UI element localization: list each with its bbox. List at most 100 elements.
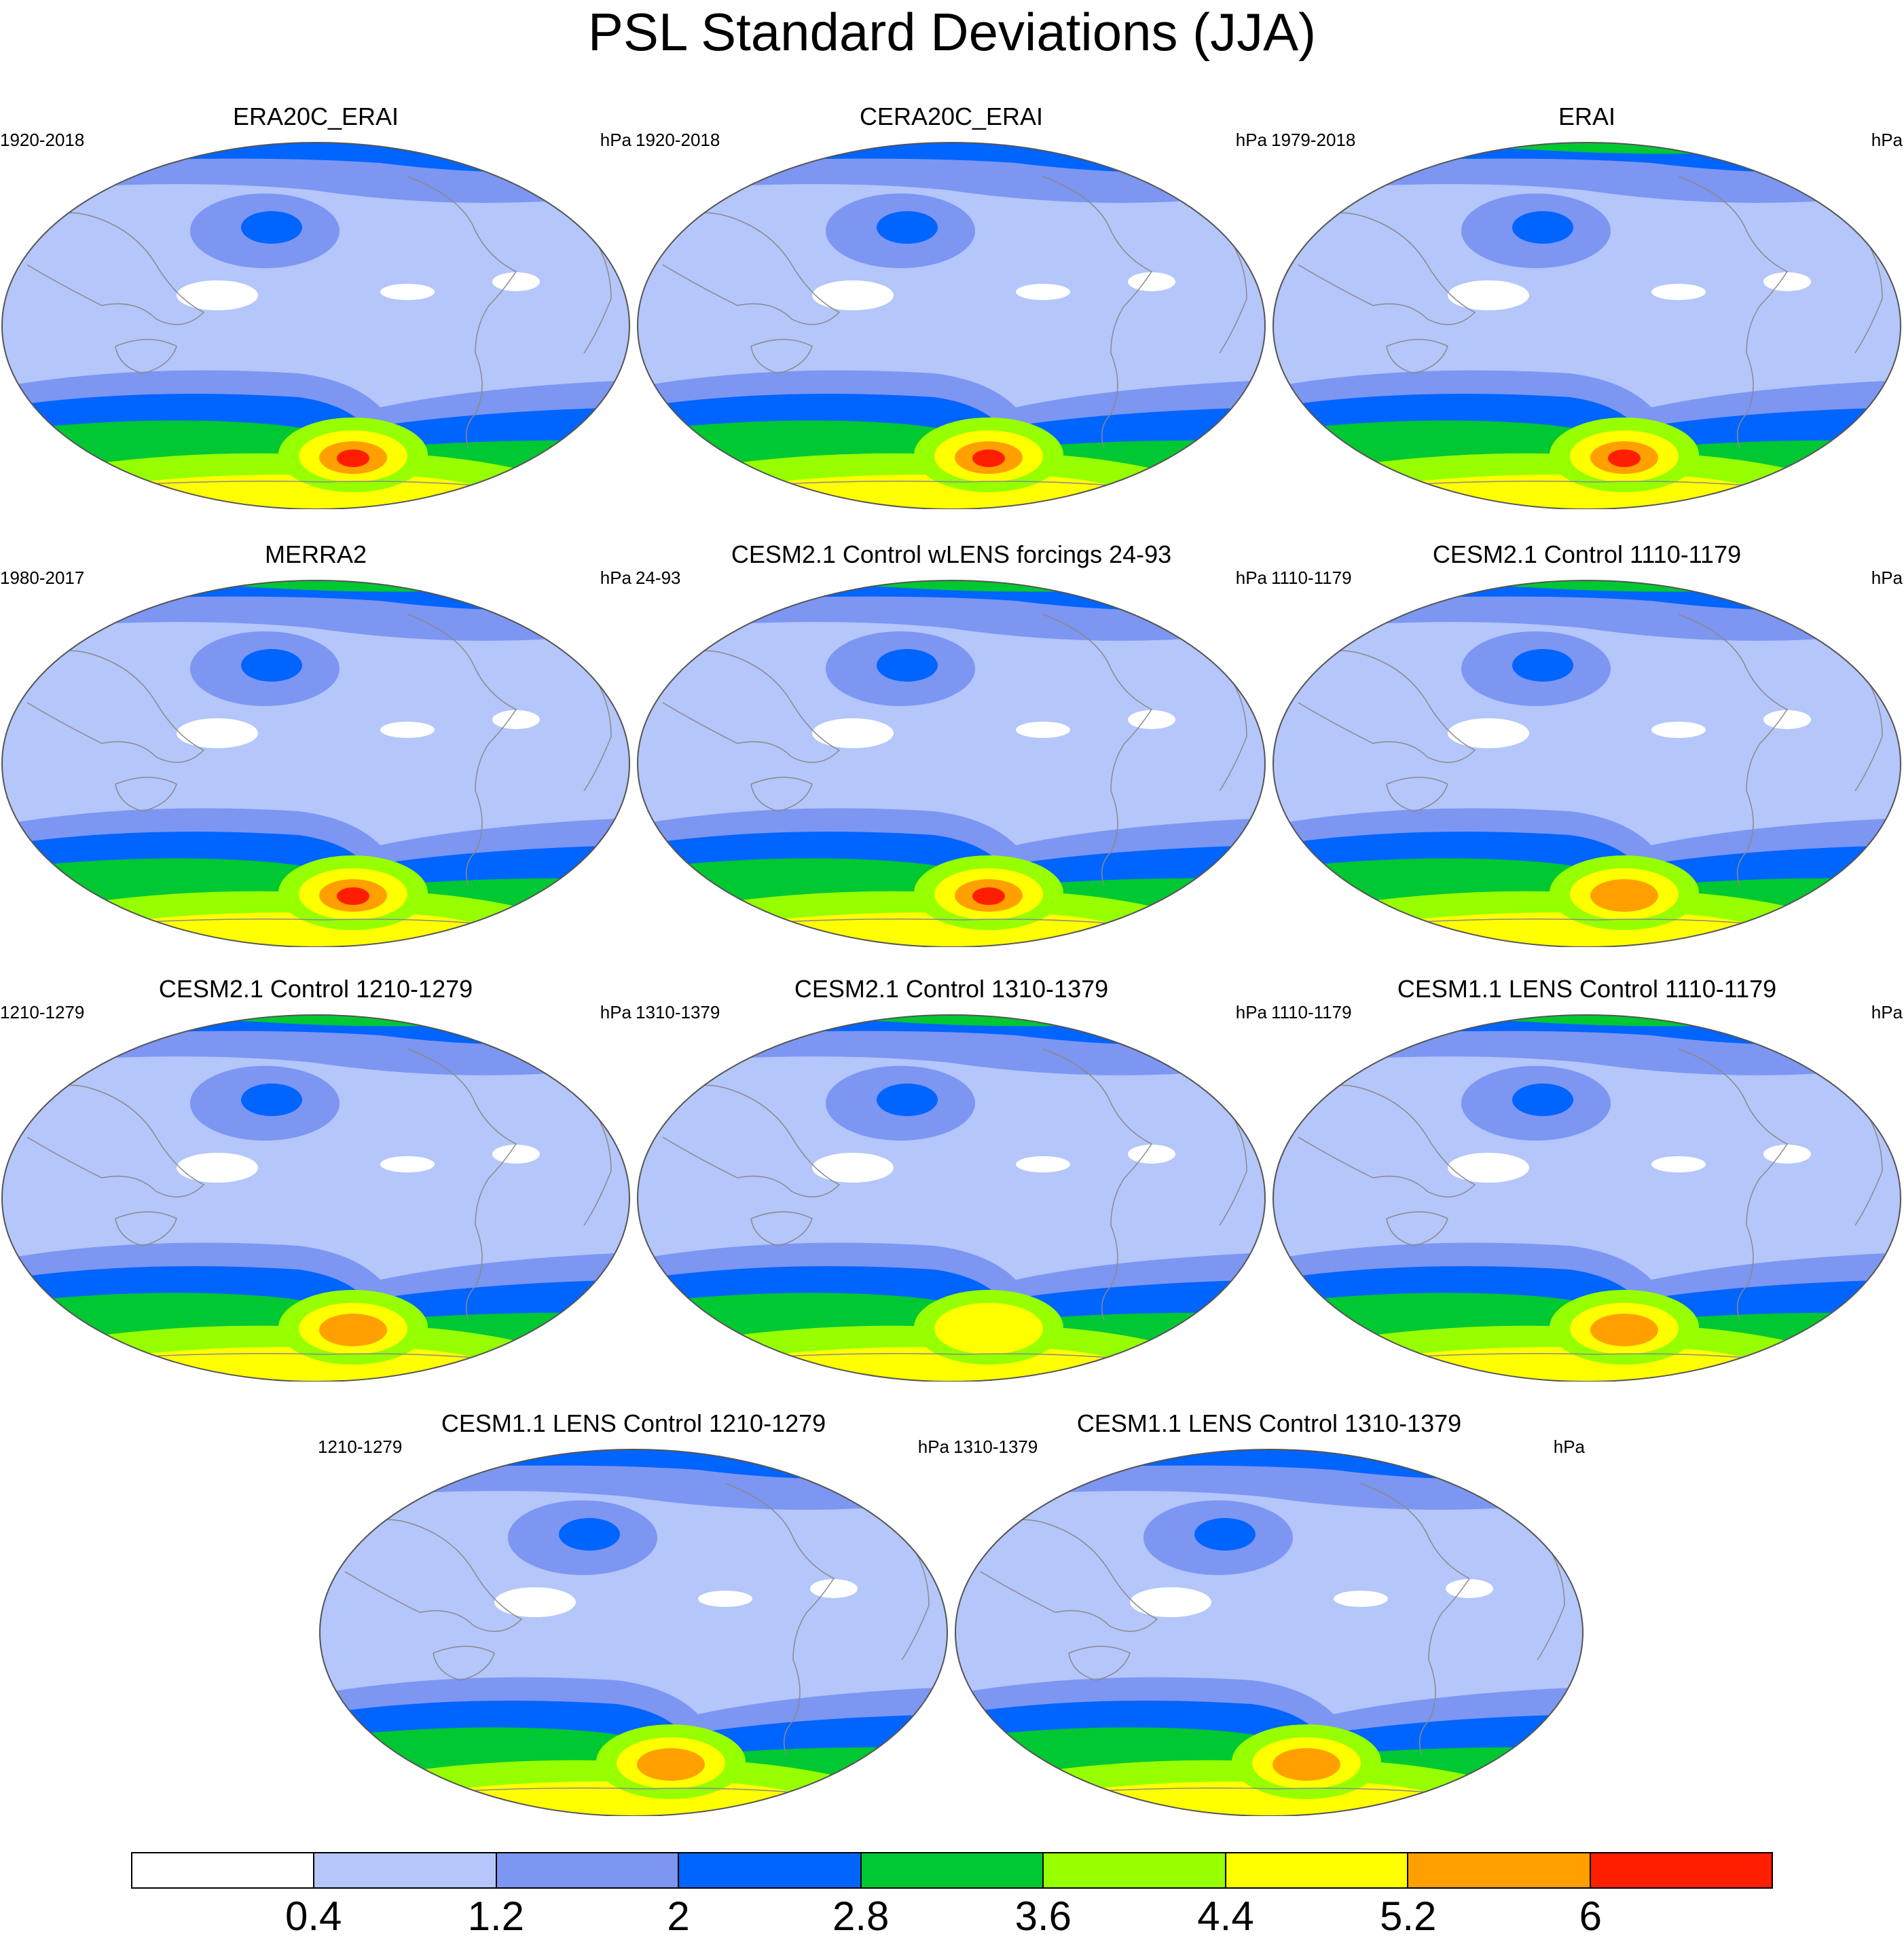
colorbar-swatch — [496, 1853, 680, 1887]
colorbar-label: 6 — [1579, 1893, 1603, 1939]
coastline-australia — [433, 1646, 495, 1681]
colorbar-label: 1.2 — [467, 1893, 525, 1939]
panel-units: hPa — [600, 1002, 631, 1022]
map-panel: CESM1.1 LENS Control 1110-1179 1110-1179 h… — [1271, 974, 1903, 1382]
world-map — [1273, 580, 1901, 947]
coastline-australia — [115, 1211, 177, 1246]
field-patch-tropics — [1448, 718, 1529, 748]
panel-title: ERA20C_ERAI — [232, 103, 399, 130]
panel-units: hPa — [1235, 568, 1267, 588]
field-patch-tropics — [1448, 1153, 1529, 1183]
colorbar — [131, 1852, 1773, 1889]
panel-units: hPa — [1871, 1002, 1903, 1022]
colorbar-label: 2.8 — [832, 1893, 890, 1939]
field-patch-tropics — [1763, 1145, 1811, 1164]
field-band-north — [122, 580, 516, 592]
field-peak-south — [934, 1303, 1043, 1354]
panel-units: hPa — [1871, 568, 1903, 588]
field-blob-npacific — [1512, 649, 1573, 682]
map-panel: CERA20C_ERAI 1920-2018 hPa — [636, 102, 1267, 509]
coastline-asia — [1298, 650, 1476, 763]
coastline-australia — [1386, 1211, 1448, 1246]
field-patch-tropics — [1651, 1156, 1706, 1172]
map-outline — [637, 580, 1266, 947]
map-outline — [637, 142, 1266, 509]
colorbar-swatch — [861, 1853, 1044, 1887]
panel-title: CESM1.1 LENS Control 1110-1179 — [1397, 975, 1777, 1003]
field-blob-npacific — [1194, 1518, 1256, 1551]
panel-units: hPa — [600, 568, 631, 588]
field-patch-tropics — [1651, 284, 1706, 300]
panel-units: hPa — [1235, 130, 1267, 150]
coastline-australia — [750, 339, 813, 374]
panel-title: CESM2.1 Control 1110-1179 — [1432, 540, 1742, 568]
coastline-asia — [1298, 1084, 1476, 1198]
field-peak-south — [972, 449, 1005, 467]
panel-title: MERRA2 — [264, 540, 367, 568]
coastline-australia — [115, 777, 177, 812]
panel-units: hPa — [600, 130, 631, 150]
map-outline — [319, 1449, 948, 1816]
field-patch-tropics — [492, 272, 540, 291]
panel-units: hPa — [1235, 1002, 1267, 1022]
field-band-north — [758, 143, 1152, 154]
field-patch-tropics — [812, 718, 894, 748]
panel-years: 24-93 — [636, 568, 681, 588]
coastline-americas — [407, 176, 517, 449]
field-peak-south — [1590, 1314, 1658, 1346]
field-band-north — [1393, 580, 1787, 592]
coastline-asia — [26, 1084, 205, 1198]
panel-years: 1980-2017 — [0, 568, 85, 588]
field-peak-south — [1590, 879, 1658, 912]
coastline-americas — [407, 614, 517, 887]
field-band-south — [717, 912, 1111, 947]
field-band-north — [758, 580, 1152, 592]
field-patch-tropics — [177, 718, 258, 748]
field-patch-tropics — [1763, 710, 1811, 729]
field-peak-south — [319, 1314, 387, 1346]
panel-units: hPa — [917, 1437, 949, 1457]
world-map — [637, 1014, 1266, 1382]
colorbar-swatch — [1044, 1853, 1226, 1887]
panel-title: CESM1.1 LENS Control 1210-1279 — [441, 1409, 826, 1437]
panel-years: 1979-2018 — [1271, 130, 1356, 150]
coastline-asia — [1298, 212, 1476, 325]
coastline-americas — [1042, 176, 1153, 449]
world-map — [637, 580, 1266, 947]
colorbar-label: 5.2 — [1379, 1893, 1437, 1939]
field-peak-south — [337, 449, 369, 467]
map-panel: MERRA2 1980-2017 hPa — [0, 540, 631, 947]
field-band-south — [1353, 912, 1746, 947]
field-band-north — [122, 1015, 516, 1026]
field-blob-npacific — [241, 1084, 302, 1116]
coastline-asia — [344, 1519, 523, 1632]
coastline-asia — [980, 1519, 1158, 1632]
field-band-south — [717, 1347, 1111, 1382]
panel-years: 1110-1179 — [1271, 1002, 1352, 1022]
field-patch-tropics — [1448, 280, 1529, 310]
panel-years: 1210-1279 — [318, 1437, 403, 1457]
coastline-americas — [1678, 1048, 1789, 1321]
coastline-americas — [1678, 176, 1789, 449]
map-outline — [1273, 1014, 1901, 1382]
panel-years: 1310-1379 — [953, 1437, 1038, 1457]
panel-units: hPa — [1871, 130, 1903, 150]
map-outline — [1273, 142, 1901, 509]
field-band-south — [1353, 1347, 1746, 1382]
world-map — [955, 1449, 1583, 1816]
field-patch-tropics — [1651, 722, 1706, 738]
panel-title: ERAI — [1558, 103, 1616, 130]
coastline-americas — [1360, 1483, 1471, 1756]
colorbar-label: 4.4 — [1197, 1893, 1254, 1939]
map-panel: ERA20C_ERAI 1920-2018 hPa — [0, 102, 631, 509]
field-patch-tropics — [380, 284, 435, 300]
colorbar-swatch — [1408, 1853, 1591, 1887]
field-patch-tropics — [812, 280, 894, 310]
field-band-north — [440, 1449, 834, 1461]
field-band-south — [81, 475, 475, 509]
coastline-australia — [750, 1211, 813, 1246]
colorbar-swatch — [1590, 1853, 1772, 1887]
map-panel: CESM2.1 Control 1310-1379 1310-1379 hPa — [636, 974, 1267, 1382]
world-map — [1, 1014, 630, 1382]
field-patch-tropics — [380, 722, 435, 738]
